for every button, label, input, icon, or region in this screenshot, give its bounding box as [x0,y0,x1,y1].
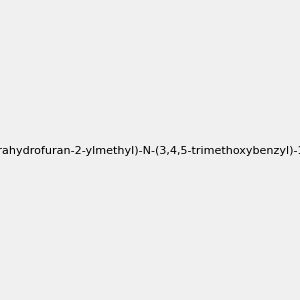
Text: 5-(4-chlorophenyl)-N-(tetrahydrofuran-2-ylmethyl)-N-(3,4,5-trimethoxybenzyl)-1,2: 5-(4-chlorophenyl)-N-(tetrahydrofuran-2-… [0,146,300,157]
